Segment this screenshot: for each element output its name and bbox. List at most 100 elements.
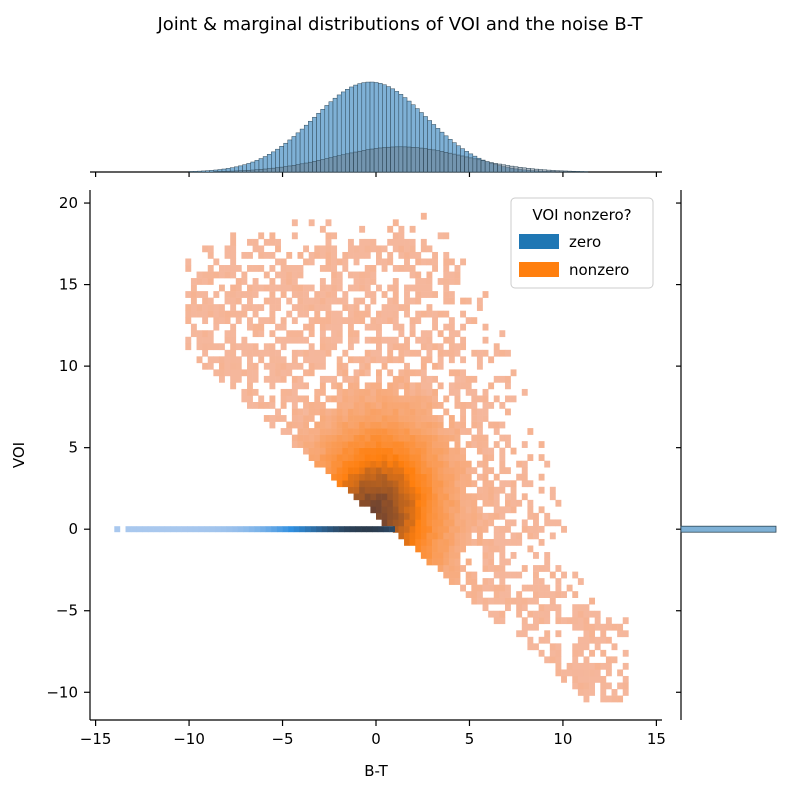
- nonzero-bin: [420, 545, 427, 553]
- nonzero-bin: [617, 669, 624, 677]
- nonzero-bin: [454, 388, 461, 396]
- nonzero-bin: [347, 421, 354, 429]
- nonzero-bin: [325, 265, 332, 272]
- nonzero-bin: [381, 519, 388, 527]
- nonzero-bin: [387, 441, 394, 448]
- nonzero-bin: [364, 238, 371, 246]
- top-marginal-bar-nonzero: [468, 157, 474, 173]
- top-marginal-bar-nonzero: [349, 152, 354, 173]
- nonzero-bin: [252, 245, 259, 253]
- nonzero-bin: [611, 643, 618, 651]
- nonzero-bin: [432, 421, 438, 429]
- zero-bin: [271, 526, 278, 533]
- nonzero-bin: [370, 278, 377, 285]
- nonzero-bin: [359, 480, 366, 488]
- nonzero-bin: [482, 538, 489, 546]
- nonzero-bin: [572, 610, 579, 618]
- y-tick-label: 15: [59, 276, 78, 294]
- nonzero-bin: [471, 395, 478, 403]
- nonzero-bin: [258, 265, 265, 272]
- nonzero-bin: [303, 349, 310, 357]
- nonzero-bin: [409, 415, 416, 422]
- nonzero-bin: [387, 428, 394, 435]
- top-marginal-bar-nonzero: [332, 156, 338, 173]
- nonzero-bin: [493, 349, 500, 357]
- nonzero-bin: [420, 525, 427, 533]
- nonzero-bin: [499, 467, 506, 475]
- nonzero-bin: [241, 271, 248, 279]
- nonzero-bin: [207, 356, 214, 364]
- nonzero-bin: [331, 382, 338, 390]
- nonzero-bin: [381, 356, 388, 364]
- nonzero-bin: [359, 284, 366, 292]
- nonzero-bin: [269, 297, 276, 305]
- nonzero-bin: [437, 499, 444, 507]
- nonzero-bin: [448, 297, 455, 305]
- nonzero-bin: [185, 343, 192, 351]
- nonzero-bin: [398, 415, 405, 422]
- nonzero-bin: [533, 597, 539, 605]
- nonzero-bin: [460, 402, 467, 409]
- nonzero-bin: [538, 565, 545, 572]
- nonzero-bin: [359, 499, 366, 507]
- nonzero-bin: [331, 336, 338, 344]
- nonzero-bin: [263, 271, 270, 279]
- nonzero-bin: [263, 297, 270, 305]
- nonzero-bin: [280, 317, 287, 325]
- nonzero-bin: [303, 258, 310, 266]
- nonzero-bin: [426, 525, 433, 533]
- nonzero-bin: [331, 473, 338, 481]
- nonzero-bin: [398, 349, 405, 357]
- nonzero-bin: [476, 447, 483, 455]
- nonzero-bin: [376, 454, 382, 461]
- nonzero-bin: [297, 265, 304, 272]
- nonzero-bin: [185, 317, 192, 325]
- nonzero-bin: [499, 584, 506, 592]
- nonzero-bin: [577, 682, 584, 690]
- nonzero-bin: [437, 441, 444, 448]
- nonzero-bin: [364, 369, 371, 377]
- nonzero-bin: [415, 480, 422, 488]
- nonzero-bin: [196, 304, 203, 311]
- nonzero-bin: [454, 278, 461, 285]
- nonzero-bin: [471, 441, 478, 448]
- nonzero-bin: [370, 271, 377, 279]
- nonzero-bin: [319, 225, 326, 233]
- top-marginal-bar-nonzero: [291, 165, 297, 173]
- nonzero-bin: [426, 343, 433, 351]
- nonzero-bin: [482, 473, 489, 481]
- nonzero-bin: [275, 304, 281, 311]
- top-marginal-bar-nonzero: [242, 170, 247, 173]
- top-marginal-bar-nonzero: [299, 163, 305, 173]
- zero-bin: [170, 526, 177, 533]
- nonzero-bin: [370, 441, 377, 448]
- nonzero-bin: [398, 447, 405, 455]
- nonzero-bin: [269, 284, 276, 292]
- nonzero-bin: [488, 578, 495, 585]
- nonzero-bin: [353, 388, 360, 396]
- top-marginal-bar-nonzero: [402, 146, 408, 173]
- nonzero-bin: [370, 238, 377, 246]
- nonzero-bin: [325, 245, 332, 253]
- nonzero-bin: [465, 578, 472, 585]
- nonzero-bin: [303, 310, 310, 318]
- nonzero-bin: [359, 395, 366, 403]
- nonzero-bin: [202, 278, 209, 285]
- nonzero-bin: [202, 349, 209, 357]
- nonzero-bin: [325, 336, 332, 344]
- nonzero-bin: [297, 441, 304, 448]
- nonzero-bin: [504, 408, 511, 416]
- nonzero-bin: [247, 388, 253, 396]
- nonzero-bin: [286, 310, 293, 318]
- nonzero-bin: [376, 330, 382, 338]
- nonzero-bin: [241, 336, 248, 344]
- nonzero-bin: [314, 454, 321, 461]
- nonzero-bin: [499, 617, 506, 625]
- top-marginal-bar-nonzero: [217, 171, 223, 173]
- nonzero-bin: [398, 421, 405, 429]
- nonzero-bin: [291, 232, 298, 240]
- nonzero-bin: [308, 434, 315, 442]
- nonzero-bin: [190, 323, 197, 331]
- nonzero-bin: [291, 375, 298, 383]
- nonzero-bin: [448, 447, 455, 455]
